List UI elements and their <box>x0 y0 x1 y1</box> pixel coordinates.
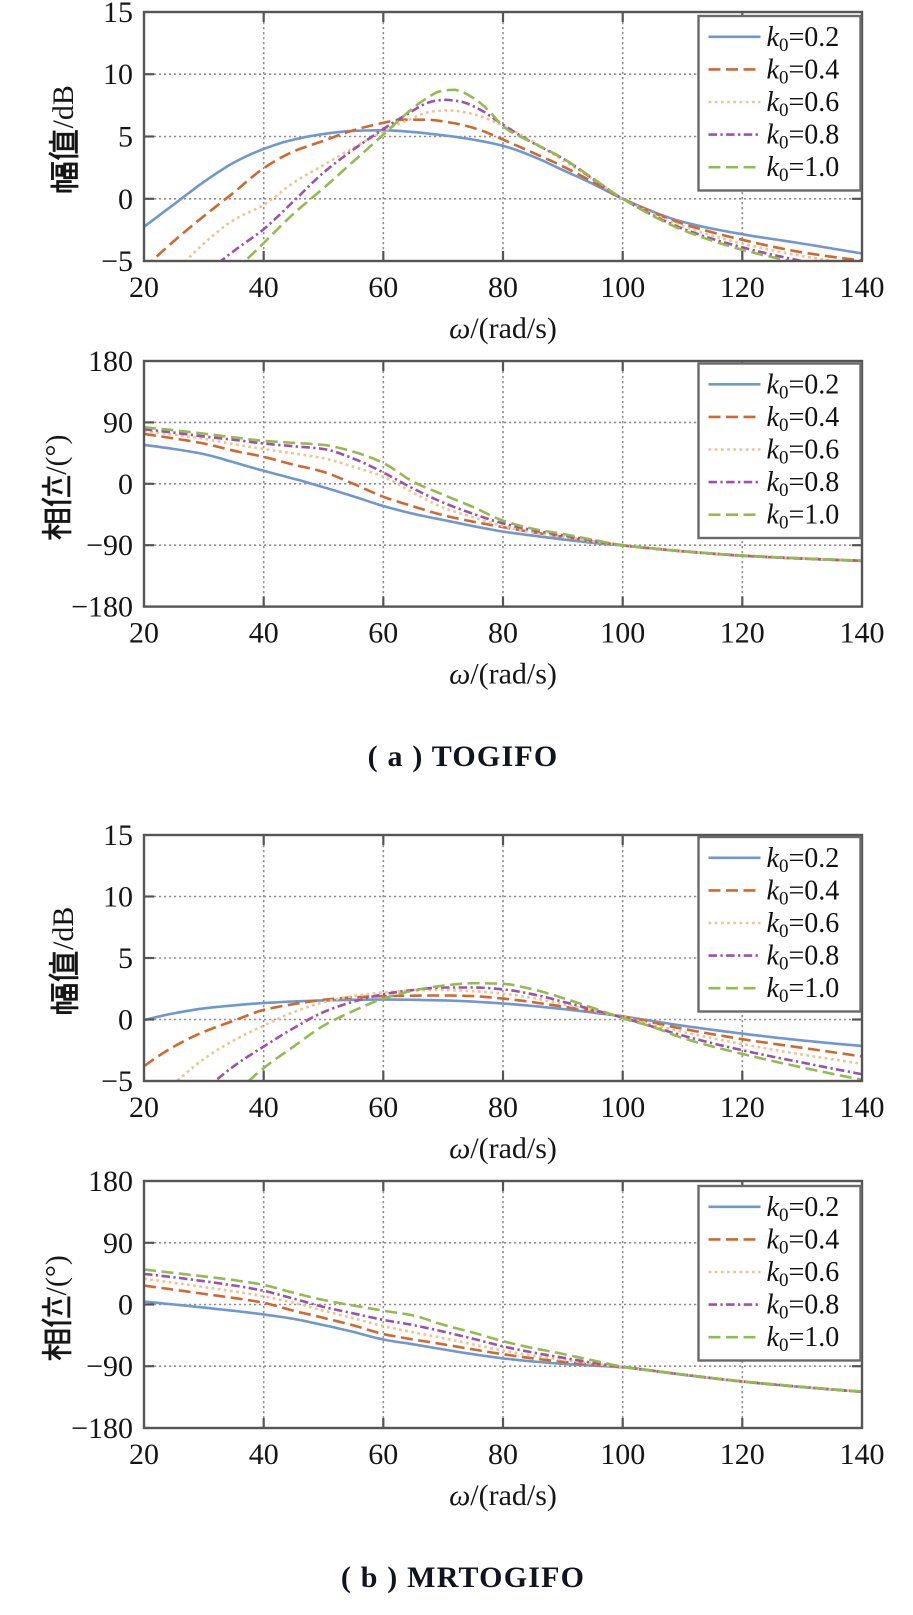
svg-text:40: 40 <box>249 617 279 650</box>
svg-text:ω/(rad/s): ω/(rad/s) <box>449 1479 557 1512</box>
svg-text:5: 5 <box>118 942 133 975</box>
svg-text:−180: −180 <box>71 591 133 624</box>
svg-text:k0=0.6: k0=0.6 <box>767 435 840 469</box>
svg-text:20: 20 <box>129 1438 159 1471</box>
svg-text:15: 15 <box>103 0 133 29</box>
svg-text:k0=1.0: k0=1.0 <box>767 973 840 1007</box>
svg-text:−90: −90 <box>86 1350 133 1383</box>
svg-text:80: 80 <box>488 271 518 304</box>
svg-text:10: 10 <box>103 58 133 91</box>
svg-text:k0=0.8: k0=0.8 <box>767 467 840 501</box>
svg-text:40: 40 <box>249 271 279 304</box>
svg-text:80: 80 <box>488 1091 518 1124</box>
svg-text:k0=0.6: k0=0.6 <box>767 87 840 121</box>
svg-text:100: 100 <box>600 617 645 650</box>
svg-text:120: 120 <box>720 617 765 650</box>
svg-text:120: 120 <box>720 1091 765 1124</box>
svg-text:k0=0.2: k0=0.2 <box>767 1192 840 1226</box>
svg-text:k0=0.2: k0=0.2 <box>767 843 840 877</box>
svg-text:15: 15 <box>103 819 133 852</box>
svg-text:k0=0.2: k0=0.2 <box>767 369 840 403</box>
svg-text:20: 20 <box>129 271 159 304</box>
svg-text:40: 40 <box>249 1438 279 1471</box>
svg-text:−5: −5 <box>101 245 133 278</box>
svg-text:/dB: /dB <box>47 85 80 128</box>
svg-text:0: 0 <box>118 1289 133 1322</box>
svg-text:40: 40 <box>249 1091 279 1124</box>
svg-text:180: 180 <box>88 1165 133 1198</box>
svg-text:−180: −180 <box>71 1412 133 1445</box>
svg-text:0: 0 <box>118 183 133 216</box>
svg-text:k0=0.8: k0=0.8 <box>767 941 840 975</box>
svg-text:k0=0.6: k0=0.6 <box>767 908 840 942</box>
svg-text:180: 180 <box>88 345 133 378</box>
svg-text:140: 140 <box>840 617 885 650</box>
svg-text:0: 0 <box>118 468 133 501</box>
svg-text:80: 80 <box>488 617 518 650</box>
svg-text:k0=0.2: k0=0.2 <box>767 22 840 56</box>
svg-text:ω/(rad/s): ω/(rad/s) <box>449 658 557 691</box>
svg-text:100: 100 <box>600 1438 645 1471</box>
svg-text:20: 20 <box>129 617 159 650</box>
svg-text:60: 60 <box>368 271 398 304</box>
svg-text:ω/(rad/s): ω/(rad/s) <box>449 312 557 345</box>
svg-text:140: 140 <box>840 271 885 304</box>
svg-text:k0=0.8: k0=0.8 <box>767 1290 840 1324</box>
svg-text:90: 90 <box>103 406 133 439</box>
svg-text:90: 90 <box>103 1227 133 1260</box>
svg-text:k0=1.0: k0=1.0 <box>767 500 840 534</box>
svg-text:140: 140 <box>840 1091 885 1124</box>
svg-text:k0=1.0: k0=1.0 <box>767 152 840 186</box>
svg-text:ω/(rad/s): ω/(rad/s) <box>449 1132 557 1165</box>
svg-text:10: 10 <box>103 881 133 914</box>
svg-text:100: 100 <box>600 271 645 304</box>
svg-text:120: 120 <box>720 271 765 304</box>
svg-text:80: 80 <box>488 1438 518 1471</box>
svg-text:−90: −90 <box>86 529 133 562</box>
svg-text:/dB: /dB <box>47 907 80 950</box>
svg-text:120: 120 <box>720 1438 765 1471</box>
svg-text:100: 100 <box>600 1091 645 1124</box>
svg-text:/(°): /(°) <box>40 1255 73 1295</box>
svg-text:/(°): /(°) <box>40 434 73 474</box>
svg-text:( b ) MRTOGIFO: ( b ) MRTOGIFO <box>341 1561 585 1594</box>
svg-text:0: 0 <box>118 1004 133 1037</box>
svg-text:60: 60 <box>368 1091 398 1124</box>
svg-text:k0=0.4: k0=0.4 <box>767 1224 840 1258</box>
svg-text:k0=0.8: k0=0.8 <box>767 120 840 154</box>
svg-text:60: 60 <box>368 1438 398 1471</box>
svg-text:( a ) TOGIFO: ( a ) TOGIFO <box>368 740 559 773</box>
svg-text:20: 20 <box>129 1091 159 1124</box>
svg-text:5: 5 <box>118 121 133 154</box>
svg-text:k0=0.4: k0=0.4 <box>767 54 840 88</box>
svg-text:60: 60 <box>368 617 398 650</box>
svg-text:k0=0.4: k0=0.4 <box>767 875 840 909</box>
svg-text:140: 140 <box>840 1438 885 1471</box>
svg-text:k0=0.6: k0=0.6 <box>767 1257 840 1291</box>
svg-text:k0=1.0: k0=1.0 <box>767 1322 840 1356</box>
svg-text:k0=0.4: k0=0.4 <box>767 402 840 436</box>
svg-text:−5: −5 <box>101 1065 133 1098</box>
